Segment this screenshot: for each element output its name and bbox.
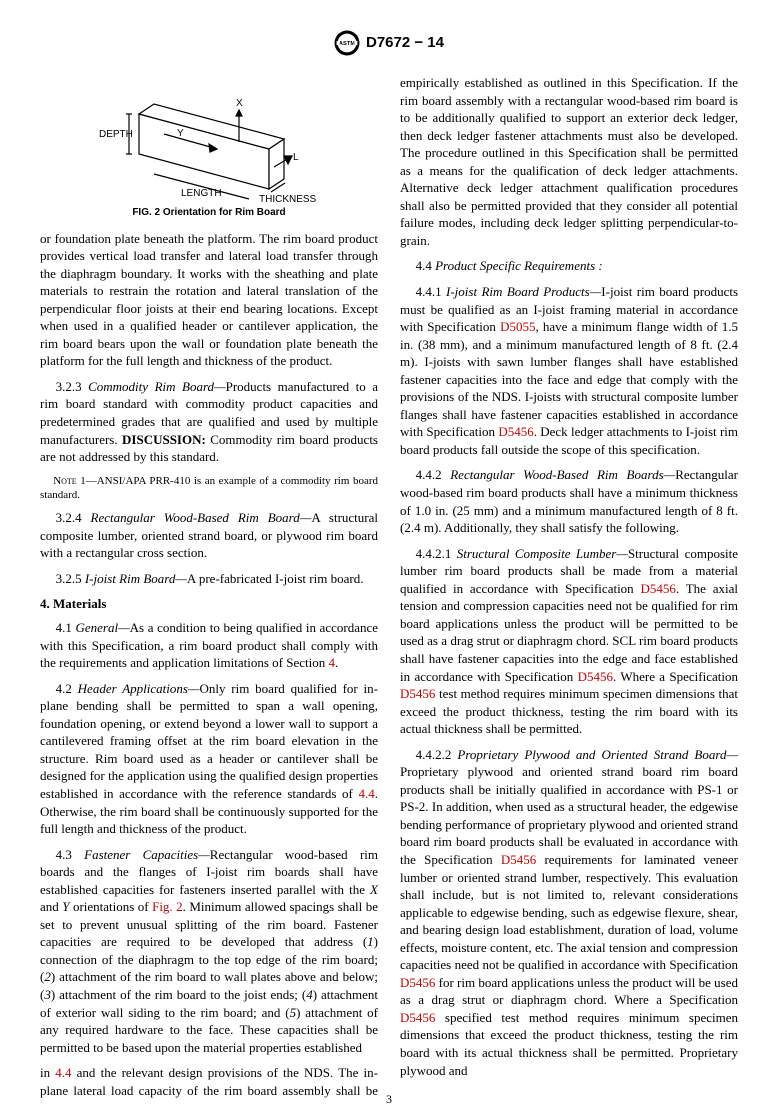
fig-label-l: L <box>293 152 299 163</box>
para-continuation: or foundation plate beneath the platform… <box>40 230 378 370</box>
link-d5055[interactable]: D5055 <box>500 319 535 334</box>
para-4-1: 4.1 General—As a condition to being qual… <box>40 619 378 672</box>
fig-label-depth: DEPTH <box>99 129 133 140</box>
fig-label-thickness: THICKNESS <box>259 194 317 204</box>
fig-label-length: LENGTH <box>181 188 222 199</box>
link-d5456-c[interactable]: D5456 <box>578 669 613 684</box>
link-4-4b[interactable]: 4.4 <box>55 1065 71 1080</box>
section-4-heading: 4. Materials <box>40 595 378 613</box>
fig-label-y: Y <box>177 128 184 139</box>
body-columns: DEPTH X Y LENGTH L THICKNESS FIG. 2 Orie… <box>40 74 738 1099</box>
page-header: ASTM D7672 − 14 <box>40 30 738 56</box>
para-4-4: 4.4 Product Specific Requirements : <box>400 257 738 275</box>
fig-label-x: X <box>236 98 243 109</box>
link-d5456-b[interactable]: D5456 <box>641 581 676 596</box>
link-d5456-a[interactable]: D5456 <box>498 424 533 439</box>
link-d5456-f[interactable]: D5456 <box>400 975 435 990</box>
link-d5456-e[interactable]: D5456 <box>501 852 536 867</box>
para-3-2-3: 3.2.3 Commodity Rim Board—Products manuf… <box>40 378 378 466</box>
svg-text:ASTM: ASTM <box>339 41 355 47</box>
figure-caption: FIG. 2 Orientation for Rim Board <box>40 206 378 220</box>
spec-number: D7672 − 14 <box>366 33 444 53</box>
link-fig-2[interactable]: Fig. 2 <box>152 899 183 914</box>
link-d5456-g[interactable]: D5456 <box>400 1010 435 1025</box>
link-d5456-d[interactable]: D5456 <box>400 686 435 701</box>
para-4-4-2-2: 4.4.2.2 Proprietary Plywood and Oriented… <box>400 746 738 1079</box>
para-4-2: 4.2 Header Applications—Only rim board q… <box>40 680 378 838</box>
para-4-4-2-1: 4.4.2.1 Structural Composite Lumber—Stru… <box>400 545 738 738</box>
page-number: 3 <box>0 1091 778 1107</box>
figure-2: DEPTH X Y LENGTH L THICKNESS FIG. 2 Orie… <box>40 74 378 220</box>
note-1: Note 1—ANSI/APA PRR-410 is an example of… <box>40 474 378 504</box>
para-3-2-5: 3.2.5 I-joist Rim Board—A pre-fabricated… <box>40 570 378 588</box>
para-4-4-1: 4.4.1 I-joist Rim Board Products—I-joist… <box>400 283 738 458</box>
para-4-3: 4.3 Fastener Capacities—Rectangular wood… <box>40 846 378 1057</box>
para-4-4-2: 4.4.2 Rectangular Wood-Based Rim Boards—… <box>400 466 738 536</box>
astm-logo-icon: ASTM <box>334 30 360 56</box>
para-3-2-4: 3.2.4 Rectangular Wood-Based Rim Board—A… <box>40 509 378 562</box>
link-4-4[interactable]: 4.4 <box>359 786 375 801</box>
